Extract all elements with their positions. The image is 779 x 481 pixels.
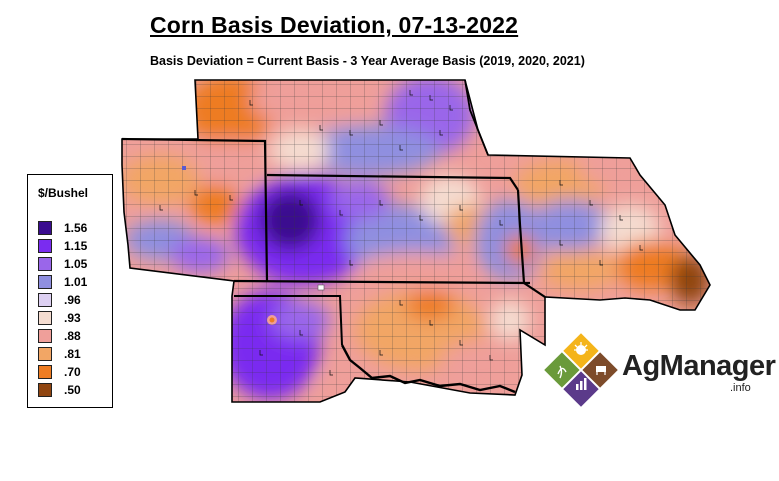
region-outline — [121, 79, 711, 403]
colorado-border — [121, 137, 269, 282]
legend-item: 1.56 — [38, 221, 108, 237]
legend-label: .88 — [64, 329, 81, 343]
legend-swatch — [38, 329, 52, 343]
legend-swatch — [38, 347, 52, 361]
legend-label: .70 — [64, 365, 81, 379]
map-marker — [182, 166, 186, 170]
legend-item: .50 — [38, 383, 108, 399]
legend-swatch — [38, 275, 52, 289]
map-title: Corn Basis Deviation, 07-13-2022 — [150, 12, 519, 38]
legend-item: .81 — [38, 347, 108, 363]
missouri-river-border — [464, 79, 489, 156]
map-marker — [317, 284, 325, 291]
legend-swatch — [38, 383, 52, 397]
oklahoma-panhandle-border — [234, 295, 343, 346]
legend-label: .50 — [64, 383, 81, 397]
agmanager-logo-icon — [544, 333, 618, 407]
legend-label: 1.05 — [64, 257, 88, 271]
legend-item: 1.01 — [38, 275, 108, 291]
legend-label: 1.56 — [64, 221, 88, 235]
legend-item: .88 — [38, 329, 108, 345]
legend-item: 1.05 — [38, 257, 108, 273]
legend-label: .93 — [64, 311, 81, 325]
logo-wordmark: AgManager — [622, 350, 776, 382]
legend-label: .96 — [64, 293, 81, 307]
legend-item: .70 — [38, 365, 108, 381]
legend-title: $/Bushel — [38, 186, 89, 200]
legend-swatch — [38, 311, 52, 325]
kansas-missouri-border — [516, 189, 546, 298]
legend-label: 1.15 — [64, 239, 88, 253]
logo-suffix: .info — [730, 382, 751, 394]
legend-swatch — [38, 257, 52, 271]
legend-item: .93 — [38, 311, 108, 327]
legend-item: .96 — [38, 293, 108, 309]
agmanager-logo: AgManager .info — [540, 330, 776, 410]
legend-swatch — [38, 221, 52, 235]
legend-swatch — [38, 239, 52, 253]
legend: $/Bushel 1.56 1.15 1.05 1.01 .96 .93 .88… — [27, 174, 113, 408]
legend-label: 1.01 — [64, 275, 88, 289]
elevator-markers — [159, 90, 643, 376]
legend-item: 1.15 — [38, 239, 108, 255]
legend-swatch — [38, 365, 52, 379]
kansas-south-border — [233, 279, 531, 285]
legend-swatch — [38, 293, 52, 307]
kansas-north-border — [266, 173, 519, 191]
legend-label: .81 — [64, 347, 81, 361]
red-river-border — [340, 344, 516, 394]
map-subtitle: Basis Deviation = Current Basis - 3 Year… — [150, 54, 585, 68]
